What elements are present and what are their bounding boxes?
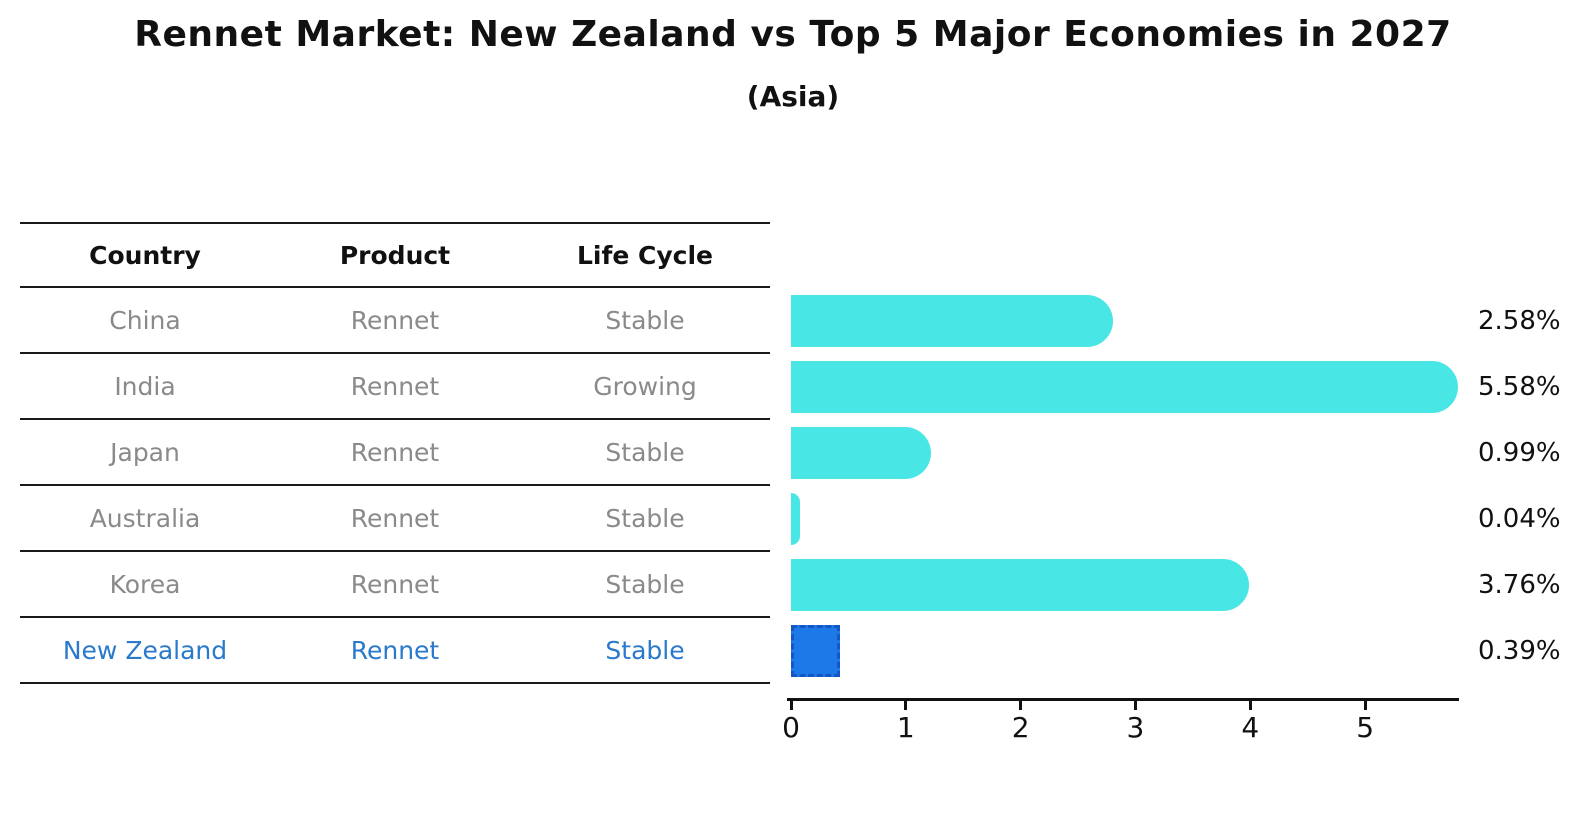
bar-band [791,288,1481,354]
table-row: Australia Rennet Stable [20,486,770,552]
table-header-country: Country [89,240,201,270]
table-header-row: Country Product Life Cycle [20,222,770,288]
table-row: India Rennet Growing [20,354,770,420]
value-label: 0.99% [1478,438,1561,468]
table-cell-product: Rennet [350,437,440,467]
table-cell-country: Korea [109,569,181,599]
bar-india [791,361,1458,413]
table-row: China Rennet Stable [20,288,770,354]
table-header-lifecycle: Life Cycle [576,240,714,270]
table-row: Japan Rennet Stable [20,420,770,486]
bar-new-zealand [791,625,840,677]
table-cell-lifecycle: Stable [605,635,685,665]
bar-japan [791,427,931,479]
table-body: China Rennet Stable India Rennet Growing Japan… [20,288,770,684]
x-axis-tick [1019,701,1023,710]
table-cell-lifecycle: Stable [605,503,685,533]
table-row: New Zealand Rennet Stable [20,618,770,684]
bars-area [791,288,1481,684]
bar-band [791,552,1481,618]
bar-band [791,618,1481,684]
x-axis-tick [1248,701,1252,710]
table-header-product: Product [339,240,451,270]
table-cell-product: Rennet [350,569,440,599]
table-cell-lifecycle: Growing [593,371,697,401]
bar-band [791,354,1481,420]
bar-australia [791,493,801,545]
chart-subtitle: (Asia) [746,80,840,113]
bar-band [791,420,1481,486]
table-cell-country: India [114,371,176,401]
comparison-table: Country Product Life Cycle China Rennet St… [20,222,770,684]
x-axis-line [787,698,1459,701]
table-cell-lifecycle: Stable [605,437,685,467]
x-axis-tick-label: 3 [1126,711,1145,744]
x-axis-tick-label: 4 [1241,711,1260,744]
value-label: 0.04% [1478,504,1561,534]
x-axis-tick-label: 5 [1356,711,1375,744]
x-axis-tick-label: 1 [896,711,915,744]
table-cell-product: Rennet [350,371,440,401]
table-row: Korea Rennet Stable [20,552,770,618]
value-label: 3.76% [1478,570,1561,600]
table-cell-lifecycle: Stable [605,305,685,335]
chart-title: Rennet Market: New Zealand vs Top 5 Majo… [134,14,1452,55]
x-axis-tick [789,701,793,710]
table-cell-country: China [109,305,181,335]
table-cell-country: Australia [89,503,201,533]
value-label: 5.58% [1478,372,1561,402]
bar-band [791,486,1481,552]
x-axis-tick [904,701,908,710]
x-axis-tick [1363,701,1367,710]
x-axis-tick-label: 2 [1011,711,1030,744]
table-cell-product: Rennet [350,503,440,533]
table-cell-product: Rennet [350,635,440,665]
bar-korea [791,559,1249,611]
x-axis-tick-label: 0 [782,711,800,744]
value-labels: 2.58% 5.58% 0.99% 0.04% 3.76% 0.39% [1478,288,1586,684]
value-label: 2.58% [1478,306,1561,336]
bar-china [791,295,1114,347]
table-cell-country: Japan [110,437,180,467]
x-axis-tick [1133,701,1137,710]
table-cell-product: Rennet [350,305,440,335]
table-cell-country: New Zealand [62,635,228,665]
value-label: 0.39% [1478,636,1561,666]
table-cell-lifecycle: Stable [605,569,685,599]
x-axis: 0 1 2 3 4 5 [782,698,1461,748]
